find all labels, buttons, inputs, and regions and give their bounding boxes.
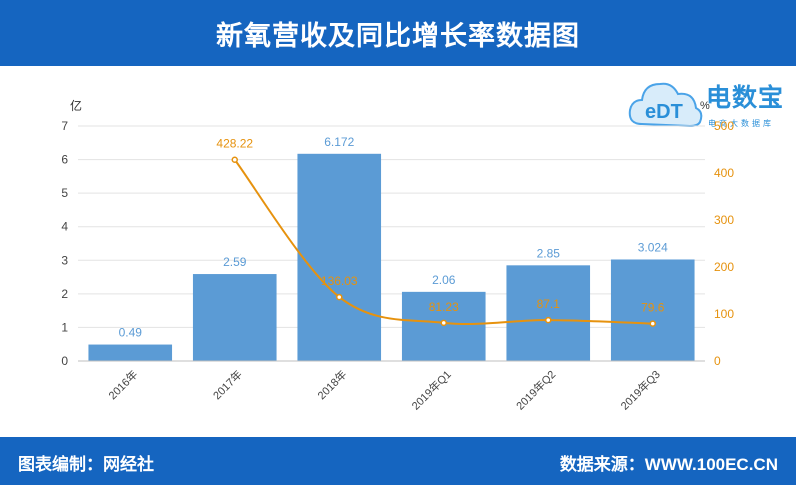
line-value-label: 428.22 xyxy=(216,137,253,151)
bar xyxy=(506,265,591,361)
x-tick-label: 2016年 xyxy=(105,367,140,402)
line-point xyxy=(440,319,447,327)
chart-title: 新氧营收及同比增长率数据图 xyxy=(216,20,580,51)
y2-tick-label: 200 xyxy=(714,260,734,274)
bar-value-label: 6.172 xyxy=(324,135,354,149)
footer: 图表编制：网经社 数据来源：WWW.100EC.CN xyxy=(0,437,796,485)
y-tick-label: 7 xyxy=(61,119,68,133)
growth-rate-line xyxy=(233,159,653,325)
logo: eDT 电数宝 电商大数据库 xyxy=(628,72,788,132)
x-tick-label: 2017年 xyxy=(210,367,245,402)
line-point xyxy=(336,293,343,301)
y-tick-label: 1 xyxy=(61,320,68,334)
x-tick-label: 2019年Q1 xyxy=(409,367,454,412)
y-tick-label: 3 xyxy=(61,253,68,267)
y2-tick-label: 400 xyxy=(714,166,734,180)
y-tick-label: 2 xyxy=(61,287,68,301)
bar xyxy=(88,344,173,361)
cloud-icon: eDT xyxy=(628,82,703,128)
y2-tick-label: 500 xyxy=(714,119,734,133)
y-tick-label: 0 xyxy=(61,354,68,368)
logo-name: 电数宝 xyxy=(706,84,785,112)
bar-value-label: 2.85 xyxy=(537,246,561,260)
bar xyxy=(401,291,486,361)
x-tick-label: 2018年 xyxy=(314,367,349,402)
bar xyxy=(297,153,382,361)
y-axis-unit: 亿 xyxy=(70,98,82,113)
x-tick-label: 2019年Q3 xyxy=(618,367,663,412)
bar-value-label: 2.06 xyxy=(432,273,456,287)
bar xyxy=(192,274,277,361)
y2-tick-label: 0 xyxy=(714,354,721,368)
bar-value-label: 0.49 xyxy=(119,326,143,340)
y-tick-label: 4 xyxy=(61,220,68,234)
x-tick-label: 2019年Q2 xyxy=(513,367,558,412)
chart: 0 1 2 3 4 5 6 7 0 100 200 300 400 500 亿 % 0.49 2.59 6.172 2… xyxy=(61,98,734,413)
y2-tick-label: 100 xyxy=(714,307,734,321)
line-point xyxy=(231,156,238,163)
logo-subtitle: 电商大数据库 xyxy=(708,119,774,128)
line-value-label: 87.1 xyxy=(537,297,561,311)
logo-cloud-text: eDT xyxy=(645,101,683,123)
line-value-label: 136.03 xyxy=(321,274,358,288)
y-tick-label: 5 xyxy=(61,186,68,200)
line-value-label: 81.23 xyxy=(429,300,459,314)
y2-axis-unit: % xyxy=(700,100,710,112)
bar xyxy=(610,259,695,361)
footer-source: 数据来源：WWW.100EC.CN xyxy=(559,455,778,474)
line-point xyxy=(649,320,656,327)
bar-value-label: 3.024 xyxy=(638,240,668,254)
y-tick-label: 6 xyxy=(61,153,68,167)
y2-tick-label: 300 xyxy=(714,213,734,227)
line-value-label: 79.6 xyxy=(641,301,665,315)
header: 新氧营收及同比增长率数据图 xyxy=(0,0,796,66)
line-point xyxy=(545,316,552,324)
footer-credit: 图表编制：网经社 xyxy=(18,455,154,474)
bar-value-label: 2.59 xyxy=(223,255,247,269)
